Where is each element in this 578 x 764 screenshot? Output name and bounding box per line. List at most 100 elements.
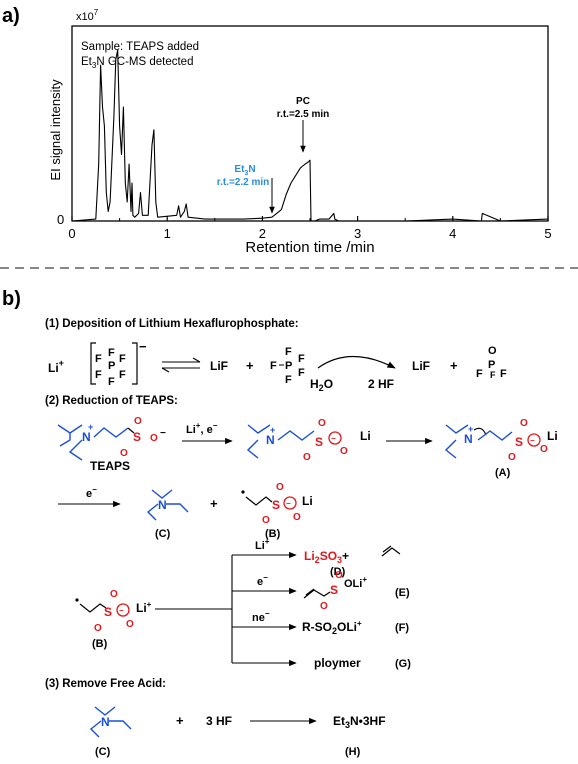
svg-text:F: F (95, 369, 102, 381)
svg-text:O: O (540, 444, 548, 455)
svg-text:F: F (490, 370, 496, 380)
section-3-title: (3) Remove Free Acid: (45, 678, 166, 690)
x-tick-label: 3 (354, 226, 361, 241)
sample-text: Sample: TEAPS added (81, 41, 199, 53)
svg-text:N: N (82, 430, 91, 444)
svg-text:N: N (464, 432, 473, 446)
svg-text:O: O (276, 482, 284, 493)
e-reagent-e: e− (257, 573, 268, 588)
y-zero-tick-label: 0 (57, 212, 64, 227)
teaps-label: TEAPS (90, 459, 130, 473)
svg-text:P: P (108, 360, 115, 372)
svg-text:N: N (158, 498, 167, 512)
ploymer-product: ploymer (314, 656, 361, 670)
detected-text: Et3N GC-MS detected (81, 56, 193, 70)
svg-text:S: S (315, 435, 323, 449)
label-b-1: (B) (265, 528, 281, 540)
svg-text:+: + (88, 422, 93, 432)
label-e: (E) (395, 587, 410, 599)
h2o-reagent: H2O (310, 377, 333, 393)
svg-text:F: F (95, 353, 102, 365)
svg-text:P: P (488, 359, 495, 371)
svg-text:O: O (150, 433, 158, 444)
section-1-title: (1) Deposition of Lithium Hexaflurophosp… (45, 318, 299, 330)
x-tick-label: 4 (449, 226, 456, 241)
x-tick-label: 1 (164, 226, 171, 241)
radical-b-structure: S O O O − Li (241, 482, 313, 526)
x-tick-label: 5 (544, 226, 551, 241)
allylsulfonate-e: S O O OLi+ (303, 570, 367, 612)
teaps-structure: N + S O O O − (57, 416, 166, 461)
pf6-bracket-left (90, 342, 96, 385)
svg-text:O: O (94, 623, 102, 634)
li-cation: Li+ (48, 358, 64, 375)
x-axis-ticks: 0 1 2 3 4 5 (68, 216, 552, 241)
et3n-rt-label: r.t.=2.2 min (217, 177, 270, 188)
svg-text:O: O (110, 589, 118, 600)
plus-4: + (176, 713, 184, 728)
label-g: (G) (395, 658, 411, 670)
series-line (71, 49, 549, 222)
svg-text:F: F (108, 376, 115, 388)
triethylamine-c-2: N (89, 706, 132, 738)
plus-2: + (450, 358, 458, 373)
svg-text:F: F (298, 353, 305, 365)
svg-text:OLi+: OLi+ (344, 575, 367, 590)
label-d: (D) (330, 566, 346, 578)
svg-text:F: F (298, 367, 305, 379)
svg-text:O: O (520, 418, 528, 429)
e-reagent-1: e− (86, 485, 97, 500)
svg-text:O: O (126, 619, 134, 630)
svg-text:O: O (293, 512, 301, 523)
r-so2oli-product: R-SO2OLi+ (302, 619, 362, 636)
label-b-2: (B) (92, 638, 108, 650)
li-reagent-d: Li+ (255, 537, 270, 552)
svg-text:F: F (108, 347, 115, 359)
svg-text:F: F (500, 368, 507, 380)
x-tick-label: 0 (68, 226, 75, 241)
svg-text:F: F (476, 368, 483, 380)
lif-product-2: LiF (412, 359, 430, 373)
ne-reagent-f: ne− (252, 609, 270, 624)
svg-text:O: O (508, 452, 516, 463)
svg-text:N: N (266, 433, 275, 447)
et3n-3hf-product: Et3N•3HF (333, 714, 386, 730)
hydrolysis-arrow (317, 355, 396, 369)
panel-b-label: b) (2, 288, 21, 310)
pf6-bracket-right (132, 342, 138, 385)
et3n-label: Et3N (234, 164, 255, 177)
svg-text:O: O (335, 570, 343, 581)
pf6-charge: − (139, 339, 147, 354)
svg-text:S: S (104, 605, 112, 619)
svg-text:+: + (468, 424, 473, 434)
svg-text:O: O (318, 418, 326, 429)
x-axis-label: Retention time /min (245, 239, 374, 256)
y-axis-label: EI signal intensity (48, 79, 63, 181)
svg-text:F: F (285, 374, 292, 386)
triethylamine-c: N (146, 489, 189, 521)
radical-b-structure-2: S O O O − Li+ (75, 589, 152, 634)
two-hf-product: 2 HF (368, 377, 394, 391)
lif-product-1: LiF (210, 359, 228, 373)
plus-3: + (210, 496, 218, 511)
label-c-2: (C) (95, 746, 111, 758)
svg-text:S: S (330, 583, 338, 597)
teaps-li-intermediate: N + S O O O − Li (246, 418, 371, 463)
svg-text:N: N (101, 715, 110, 729)
pc-rt-label: r.t.=2.5 min (277, 109, 330, 120)
label-a: (A) (495, 467, 511, 479)
svg-text:Li: Li (302, 494, 313, 508)
svg-text:Li+: Li+ (136, 600, 152, 615)
x-tick-label: 2 (259, 226, 266, 241)
pc-label: PC (296, 96, 310, 107)
pof3-structure: O P F F F (476, 345, 507, 380)
svg-text:−: − (286, 499, 291, 508)
svg-text:P: P (285, 360, 292, 372)
svg-text:Li: Li (547, 429, 558, 443)
svg-text:F: F (270, 360, 277, 372)
svg-text:Li: Li (360, 429, 371, 443)
pf6-structure: F F F P F F F (95, 347, 126, 388)
svg-text:O: O (134, 416, 142, 427)
svg-text:S: S (515, 435, 523, 449)
